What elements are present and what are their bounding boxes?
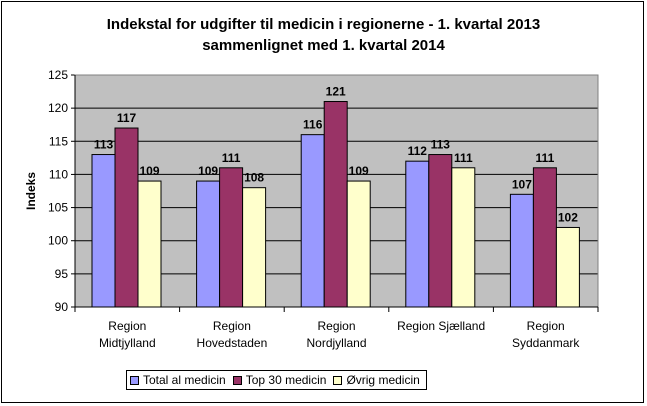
bar <box>428 154 453 308</box>
category-label: Region <box>527 319 565 333</box>
bar <box>242 187 267 308</box>
bar <box>509 193 534 308</box>
y-tick-label: 120 <box>48 101 68 115</box>
legend-item: Øvrig medicin <box>333 373 420 387</box>
data-label: 108 <box>244 171 264 185</box>
category-label: Midtjylland <box>99 336 156 350</box>
legend-label: Total al medicin <box>143 373 226 387</box>
bar <box>137 180 162 308</box>
chart-title-line1: Indekstal for udgifter til medicin i reg… <box>106 16 541 33</box>
bar <box>323 101 348 308</box>
legend-item: Total al medicin <box>130 373 226 387</box>
chart-title: Indekstal for udgifter til medicin i reg… <box>0 14 647 56</box>
bar <box>196 180 221 308</box>
category-label: Region Sjælland <box>397 319 485 333</box>
data-label: 109 <box>139 164 159 178</box>
category-label: Region <box>317 319 355 333</box>
legend-label: Øvrig medicin <box>346 373 420 387</box>
bar <box>405 160 430 308</box>
legend-swatch <box>130 375 139 385</box>
data-label: 121 <box>326 85 346 99</box>
y-tick-label: 100 <box>48 234 68 248</box>
y-tick-label: 105 <box>48 201 68 215</box>
bar <box>346 180 371 308</box>
category-label: Nordjylland <box>306 336 366 350</box>
bar <box>91 154 116 308</box>
legend-swatch <box>333 375 343 385</box>
chart-legend: Total al medicin Top 30 medicin Øvrig medi… <box>126 370 427 390</box>
bar <box>532 167 557 308</box>
category-label: Region <box>213 319 251 333</box>
data-label: 113 <box>431 138 451 152</box>
bar <box>555 226 580 308</box>
y-tick-label: 110 <box>49 167 68 181</box>
bar <box>219 167 244 308</box>
bar <box>114 127 139 308</box>
data-label: 107 <box>512 177 532 191</box>
bar <box>451 167 476 308</box>
y-axis-title: Indeks <box>24 172 38 210</box>
data-label: 109 <box>198 164 218 178</box>
data-label: 111 <box>454 151 473 165</box>
data-label: 112 <box>408 144 428 158</box>
legend-item: Top 30 medicin <box>232 373 327 387</box>
chart-title-line2: sammenlignet med 1. kvartal 2014 <box>202 37 445 54</box>
data-label: 111 <box>536 151 555 165</box>
bar <box>300 134 325 308</box>
y-tick-label: 90 <box>55 300 69 314</box>
y-tick-label: 125 <box>48 68 68 82</box>
data-label: 113 <box>94 138 114 152</box>
data-label: 102 <box>558 210 578 224</box>
y-tick-label: 115 <box>49 134 68 148</box>
data-label: 111 <box>222 151 241 165</box>
category-label: Syddanmark <box>512 336 580 350</box>
y-tick-label: 95 <box>55 267 69 281</box>
category-label: Hovedstaden <box>197 336 268 350</box>
data-label: 116 <box>303 118 323 132</box>
data-label: 109 <box>349 164 369 178</box>
legend-label: Top 30 medicin <box>245 373 327 387</box>
legend-swatch <box>232 375 242 385</box>
data-label: 117 <box>117 111 137 125</box>
category-label: Region <box>108 319 146 333</box>
